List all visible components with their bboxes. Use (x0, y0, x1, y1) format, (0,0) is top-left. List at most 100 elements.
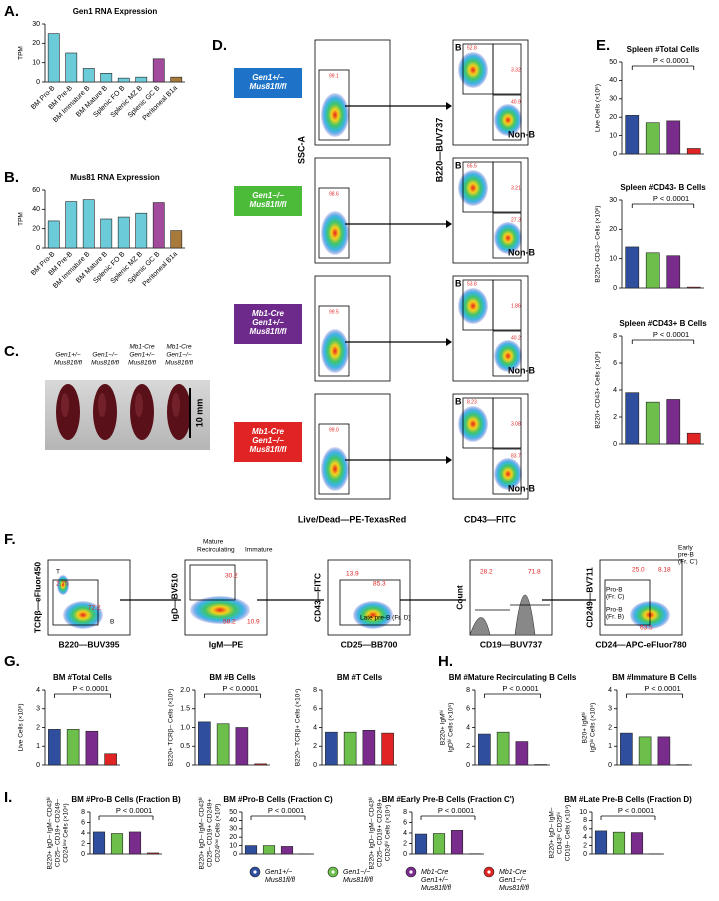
gate-name: Non-B (508, 129, 535, 139)
y-axis-label: Live Cells (×10⁶) (595, 84, 602, 132)
axis-label: CD43—FITC (464, 514, 517, 524)
gate (492, 94, 522, 141)
y-tick-label: 0 (613, 441, 617, 448)
gate-name: B (455, 160, 462, 170)
y-tick-label: 4 (403, 830, 407, 837)
y-tick-label: 10 (32, 60, 40, 67)
genotype-label: Mb1-Cre (252, 427, 285, 436)
density (494, 340, 522, 372)
bar (620, 732, 633, 766)
axis-label: TCRβ—eFluor450 (32, 562, 42, 634)
y-axis-label: CD24ˡᵒʷ Cells (×10⁴) (63, 803, 70, 862)
bar (92, 831, 106, 855)
axis-label: IgD—BV510 (169, 573, 179, 621)
y-tick-label: 4 (313, 724, 317, 731)
chart-title: BM #Total Cells (53, 673, 113, 682)
gate-value: 99.0 (329, 427, 339, 433)
gate (492, 43, 522, 95)
chart-title: BM #B Cells (209, 673, 256, 682)
y-tick-label: 8 (403, 809, 407, 816)
chart-title: Gen1 RNA Expression (73, 7, 158, 16)
bar (65, 52, 78, 83)
y-tick-label: 0 (36, 245, 40, 252)
legend-label: Gen1+/− (421, 877, 448, 884)
gate (492, 448, 522, 495)
bar (104, 753, 117, 766)
p-value: P < 0.0001 (653, 330, 689, 339)
y-axis-label: CD19– Cells (×10⁴) (565, 805, 572, 861)
bar (414, 833, 428, 855)
gate-value: 40.2 (511, 335, 521, 341)
y-tick-label: 1.5 (180, 706, 190, 713)
y-tick-label: 0 (403, 851, 407, 858)
legend-label: Mus81fl/fl (499, 885, 529, 892)
density (458, 406, 488, 442)
spleen-shine (172, 393, 180, 417)
plot-frame (452, 39, 529, 146)
plot-frame (452, 157, 529, 264)
gate-value: 40.9 (511, 99, 521, 105)
bar (625, 246, 640, 289)
p-value: P < 0.0001 (644, 684, 680, 693)
genotype-label: Mus81fl/fl (250, 327, 288, 336)
spleen-shine (98, 393, 106, 417)
bar (262, 845, 276, 855)
density (190, 596, 250, 624)
y-tick-label: 10 (579, 809, 587, 816)
gate (318, 187, 350, 259)
legend-label: Gen1−/− (343, 869, 370, 876)
legend-label: Gen1−/− (499, 877, 526, 884)
legend-label: Mus81fl/fl (343, 877, 373, 884)
p-value: P < 0.0001 (438, 806, 474, 815)
chart-title: BM #Pro-B Cells (Fraction B) (71, 795, 181, 804)
gate (318, 423, 350, 495)
y-tick-label: 6 (81, 819, 85, 826)
bar (625, 392, 640, 445)
bar (146, 852, 160, 855)
axis-label: CD19—BUV737 (480, 639, 543, 649)
y-tick-label: 4 (613, 387, 617, 394)
legend-label: Mb1-Cre (421, 869, 448, 876)
plot-frame (452, 275, 529, 382)
panel-letter: E. (596, 37, 610, 54)
y-axis-label: CD24ˡᵒʷ Cells (×10³) (215, 804, 222, 863)
gate-label: B (110, 619, 114, 626)
y-tick-label: 10 (609, 132, 617, 139)
bar (117, 216, 130, 249)
bar (594, 830, 608, 855)
arrow-head (446, 220, 452, 228)
gate (492, 330, 522, 377)
chart-title: Mus81 RNA Expression (70, 173, 160, 182)
bar (244, 845, 258, 855)
bar (612, 831, 626, 855)
bar (478, 733, 491, 766)
axis-label: CD25—BB700 (341, 639, 398, 649)
y-tick-label: 60 (32, 187, 40, 194)
gate-label: Pro-B (606, 587, 623, 594)
y-tick-label: 0 (36, 79, 40, 86)
bar (170, 76, 183, 83)
bar (496, 731, 510, 766)
density (458, 52, 488, 88)
gate-label: 2.75 (56, 581, 69, 588)
bar (135, 76, 148, 83)
density (321, 211, 349, 255)
genotype-label: Gen1+/− (252, 318, 284, 327)
gate (339, 579, 401, 626)
y-tick-label: 3 (608, 706, 612, 713)
p-value: P < 0.0001 (222, 684, 258, 693)
density (353, 601, 393, 629)
bar (65, 201, 78, 249)
bar (432, 833, 446, 855)
y-tick-label: 40 (229, 817, 237, 824)
gate (492, 279, 522, 331)
gate-value: 99.1 (329, 73, 339, 79)
plot-frame (314, 39, 391, 146)
plot-frame (314, 393, 391, 500)
axis-label: Count (454, 585, 464, 610)
y-tick-label: 20 (32, 40, 40, 47)
p-value: P < 0.0001 (72, 684, 108, 693)
gate (492, 212, 522, 259)
bar (686, 432, 701, 445)
gate-value: 3.32 (511, 67, 521, 73)
